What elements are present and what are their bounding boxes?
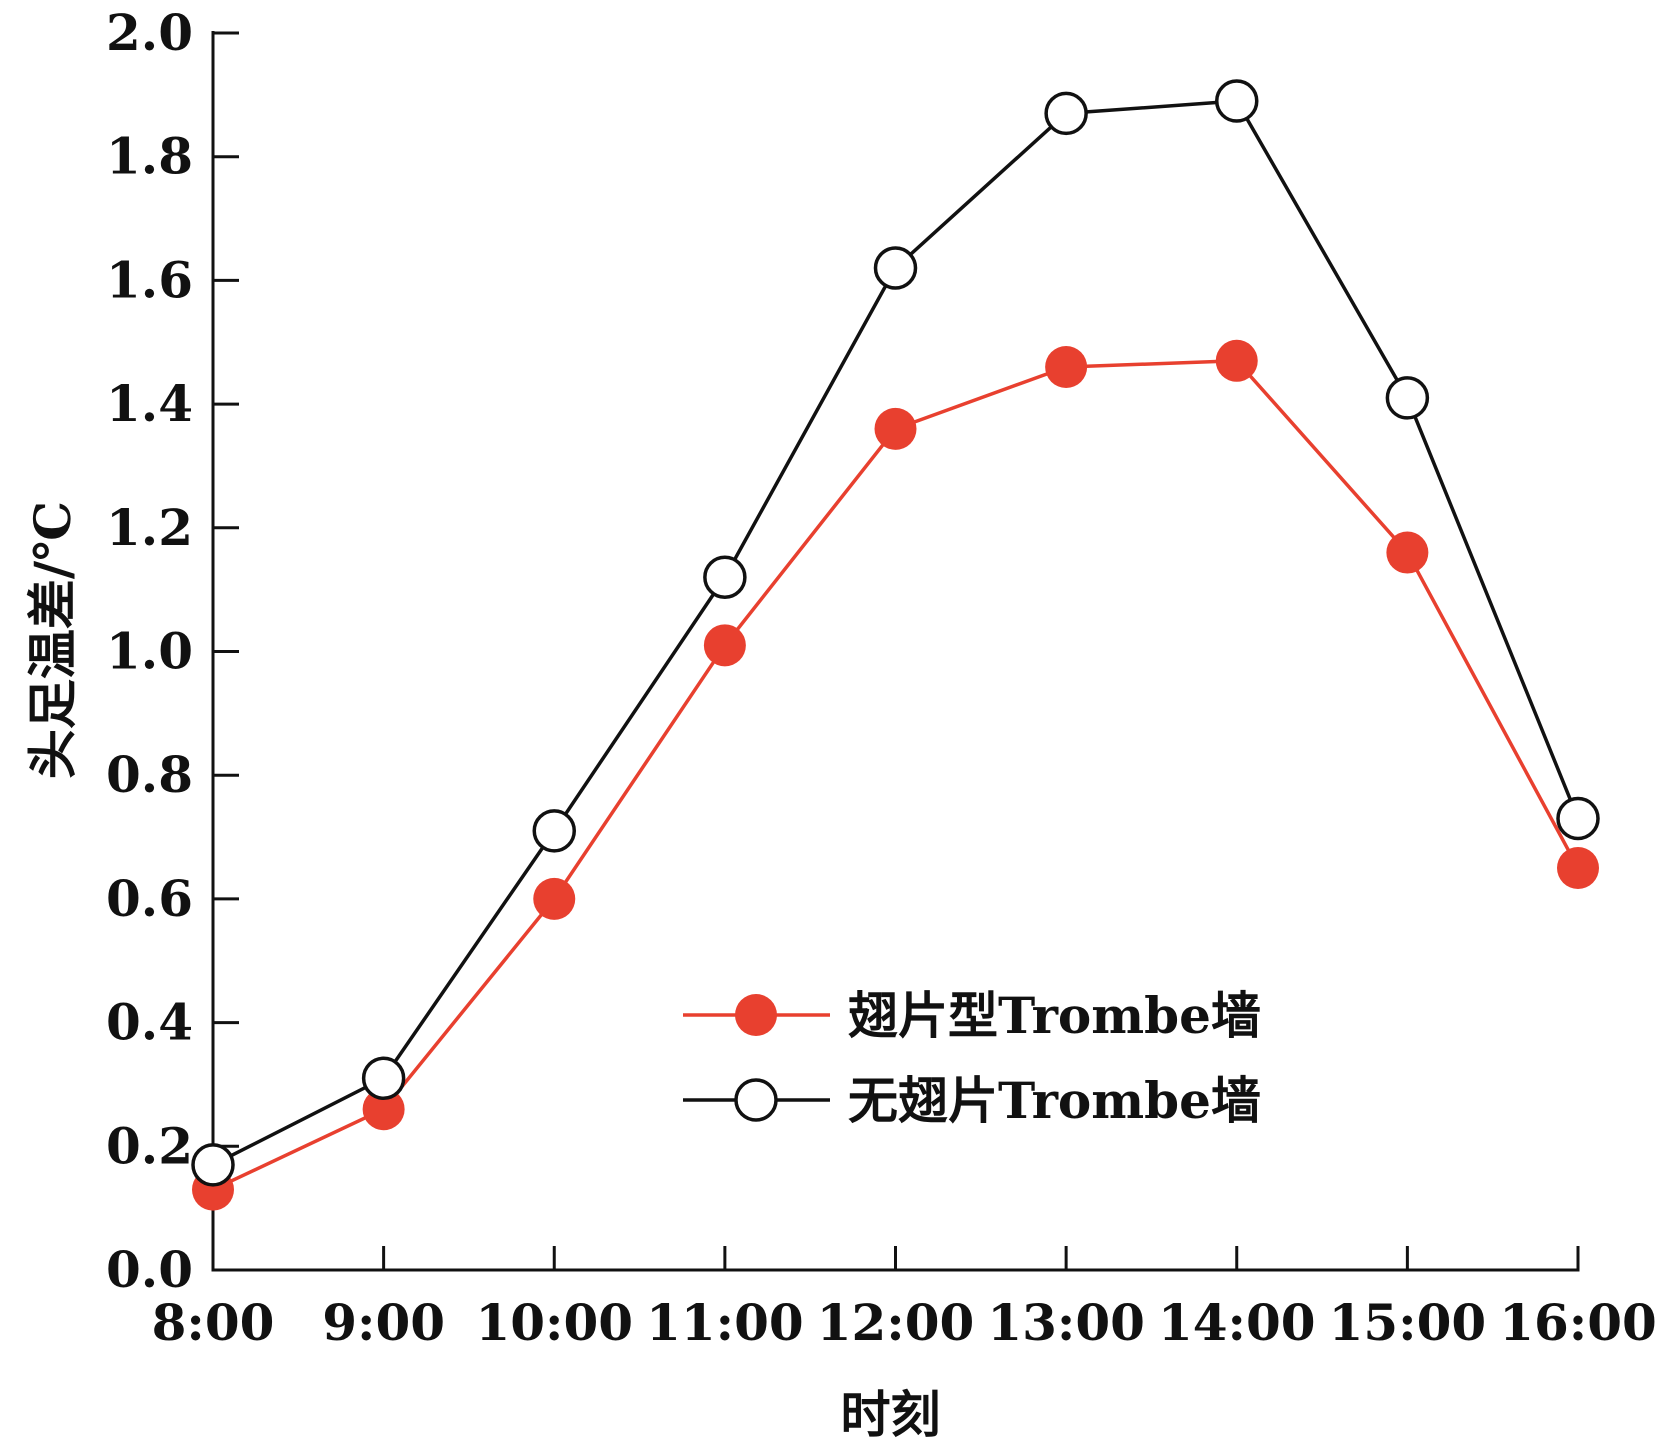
series-line xyxy=(212,359,1580,1192)
x-tick-label: 12:00 xyxy=(817,1293,975,1352)
data-point xyxy=(874,407,917,450)
data-point xyxy=(1215,339,1258,382)
data-point xyxy=(361,1056,406,1101)
legend-label: 无翅片Trombe墙 xyxy=(848,1071,1261,1130)
data-point xyxy=(703,555,747,600)
x-tick-label: 9:00 xyxy=(322,1293,445,1352)
y-tick-label: 0.2 xyxy=(106,1116,193,1175)
data-point xyxy=(532,809,576,853)
x-tick-label: 8:00 xyxy=(152,1293,275,1352)
y-tick-label: 1.2 xyxy=(106,498,193,557)
data-point xyxy=(1556,796,1600,841)
series-2 xyxy=(191,79,1600,1187)
y-tick-label: 0.0 xyxy=(106,1240,193,1299)
data-point xyxy=(191,1143,235,1187)
data-point xyxy=(1045,345,1088,388)
data-point xyxy=(1215,79,1259,123)
legend-label: 翅片型Trombe墙 xyxy=(848,986,1261,1045)
x-tick-label: 15:00 xyxy=(1329,1293,1487,1352)
y-tick-label: 2.0 xyxy=(106,3,193,62)
y-axis-title: 头足温差/℃ xyxy=(23,501,82,779)
data-point xyxy=(533,877,576,920)
data-point xyxy=(703,624,746,667)
series xyxy=(191,79,1600,1211)
y-tick-label: 0.4 xyxy=(106,993,193,1052)
x-tick-label: 11:00 xyxy=(646,1293,804,1352)
data-point xyxy=(1385,376,1430,420)
x-tick-label: 10:00 xyxy=(475,1293,633,1352)
x-ticks: 8:00 9:00 10:00 11:00 12:00 13:00 14:00 15:00 16… xyxy=(152,1246,1657,1352)
series-1 xyxy=(192,339,1599,1211)
y-ticks: 0.0 0.2 0.4 0.6 0.8 1.0 1.2 1.4 1.6 1.8 2.0 xyxy=(106,3,239,1299)
x-tick-label: 13:00 xyxy=(987,1293,1145,1352)
data-point xyxy=(1044,91,1088,136)
legend-item: 翅片型Trombe墙 xyxy=(683,986,1261,1045)
y-tick-label: 0.8 xyxy=(106,745,193,804)
y-tick-label: 1.6 xyxy=(106,250,193,309)
data-point xyxy=(362,1088,405,1131)
y-tick-label: 1.4 xyxy=(106,374,193,433)
legend-item: 无翅片Trombe墙 xyxy=(683,1071,1261,1130)
x-axis-title: 时刻 xyxy=(841,1385,941,1444)
x-tick-label: 14:00 xyxy=(1158,1293,1316,1352)
legend-marker xyxy=(735,994,777,1036)
data-point xyxy=(1557,846,1599,889)
data-point xyxy=(1386,531,1429,574)
x-tick-label: 16:00 xyxy=(1499,1293,1657,1352)
y-tick-label: 0.6 xyxy=(106,869,193,928)
y-tick-label: 1.0 xyxy=(106,622,193,681)
legend-marker xyxy=(734,1078,778,1122)
data-point xyxy=(873,246,918,290)
y-tick-label: 1.8 xyxy=(106,127,193,186)
